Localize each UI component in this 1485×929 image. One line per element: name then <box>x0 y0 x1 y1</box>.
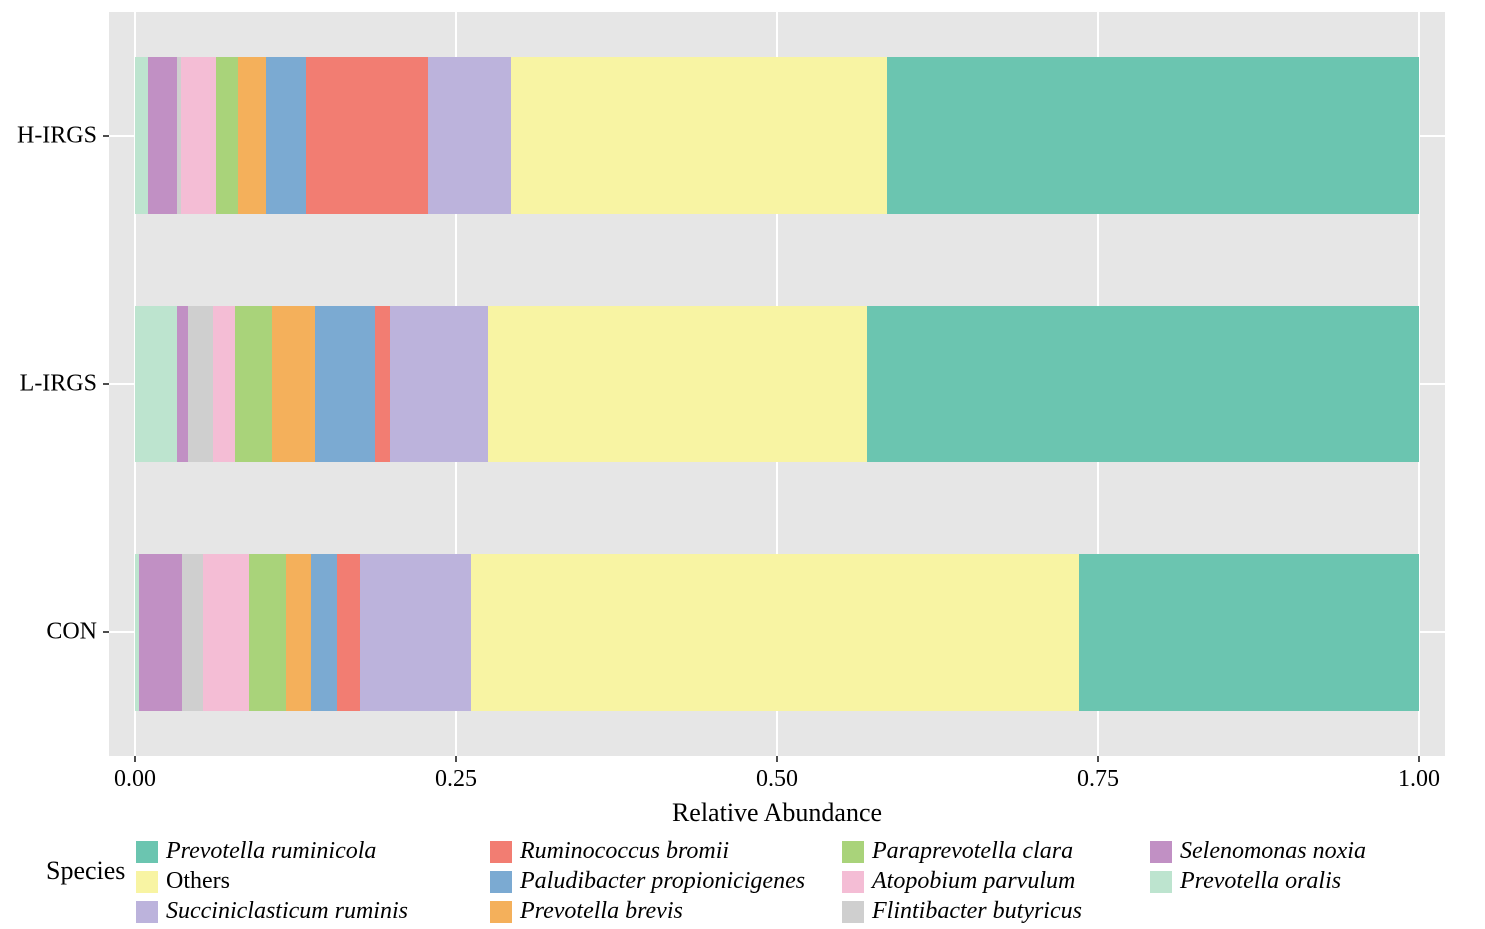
legend-swatch <box>1150 871 1172 893</box>
y-tick <box>103 135 109 137</box>
legend-swatch <box>842 901 864 923</box>
x-tick <box>1418 756 1420 762</box>
bar-segment <box>337 554 360 710</box>
x-tick-label: 0.00 <box>114 766 156 793</box>
bar-segment <box>390 306 488 462</box>
legend-swatch <box>136 901 158 923</box>
legend-label: Prevotella oralis <box>1180 868 1341 895</box>
bar-segment <box>188 306 214 462</box>
bar-segment <box>213 306 235 462</box>
x-tick-label: 1.00 <box>1398 766 1440 793</box>
legend-swatch <box>490 901 512 923</box>
bar-segment <box>238 57 266 213</box>
y-tick <box>103 631 109 633</box>
bar-segment <box>216 57 238 213</box>
legend-label: Flintibacter butyricus <box>872 898 1082 925</box>
bar-segment <box>315 306 375 462</box>
legend-swatch <box>136 841 158 863</box>
y-tick-label: L-IRGS <box>20 371 97 398</box>
legend-item: Prevotella ruminicola <box>136 838 376 865</box>
legend-label: Paludibacter propionicigenes <box>520 868 805 895</box>
legend-title: Species <box>46 856 125 886</box>
x-tick-label: 0.25 <box>435 766 477 793</box>
legend-swatch <box>490 841 512 863</box>
x-tick-label: 0.50 <box>756 766 798 793</box>
bar-segment <box>135 306 177 462</box>
bar-segment <box>311 554 337 710</box>
legend-label: Selenomonas noxia <box>1180 838 1366 865</box>
x-tick <box>776 756 778 762</box>
bar-segment <box>139 554 183 710</box>
x-tick <box>1097 756 1099 762</box>
bar-segment <box>306 57 428 213</box>
y-tick-label: H-IRGS <box>17 122 97 149</box>
x-axis-title: Relative Abundance <box>672 798 882 828</box>
legend-label: Ruminococcus bromii <box>520 838 729 865</box>
legend-swatch <box>490 871 512 893</box>
bar-segment <box>887 57 1419 213</box>
legend: Species Prevotella ruminicola Others Succi… <box>0 838 1485 928</box>
bar-row <box>135 57 1419 213</box>
legend-label: Paraprevotella clara <box>872 838 1073 865</box>
legend-label: Prevotella brevis <box>520 898 683 925</box>
legend-label: Others <box>166 868 230 895</box>
legend-swatch <box>842 871 864 893</box>
legend-item: Others <box>136 868 230 895</box>
x-tick-label: 0.75 <box>1077 766 1119 793</box>
bar-segment <box>177 306 187 462</box>
x-tick <box>455 756 457 762</box>
legend-swatch <box>842 841 864 863</box>
y-tick-label: CON <box>46 619 97 646</box>
legend-item: Succiniclasticum ruminis <box>136 898 408 925</box>
bar-segment <box>511 57 887 213</box>
bar-segment <box>272 306 314 462</box>
bar-segment <box>488 306 867 462</box>
legend-swatch <box>1150 841 1172 863</box>
bar-row <box>135 554 1419 710</box>
bar-segment <box>360 554 472 710</box>
bar-row <box>135 306 1419 462</box>
bar-segment <box>249 554 286 710</box>
legend-item: Selenomonas noxia <box>1150 838 1366 865</box>
bar-segment <box>428 57 511 213</box>
bar-segment <box>471 554 1078 710</box>
bar-segment <box>135 57 148 213</box>
x-tick <box>134 756 136 762</box>
bar-segment <box>375 306 390 462</box>
legend-swatch <box>136 871 158 893</box>
legend-item: Paludibacter propionicigenes <box>490 868 805 895</box>
bar-segment <box>235 306 272 462</box>
legend-item: Flintibacter butyricus <box>842 898 1082 925</box>
legend-item: Prevotella oralis <box>1150 868 1341 895</box>
legend-label: Succiniclasticum ruminis <box>166 898 408 925</box>
bar-segment <box>867 306 1419 462</box>
bar-segment <box>266 57 306 213</box>
bar-segment <box>148 57 178 213</box>
y-tick <box>103 383 109 385</box>
bar-segment <box>181 57 216 213</box>
relative-abundance-chart: H-IRGS L-IRGS CON 0.00 0.25 0.50 0.75 1.00 Rel… <box>0 0 1485 929</box>
legend-item: Paraprevotella clara <box>842 838 1073 865</box>
bar-segment <box>286 554 310 710</box>
legend-label: Prevotella ruminicola <box>166 838 376 865</box>
legend-item: Atopobium parvulum <box>842 868 1075 895</box>
legend-label: Atopobium parvulum <box>872 868 1075 895</box>
legend-item: Prevotella brevis <box>490 898 683 925</box>
bar-segment <box>1079 554 1419 710</box>
bar-segment <box>203 554 249 710</box>
bar-segment <box>182 554 203 710</box>
legend-item: Ruminococcus bromii <box>490 838 729 865</box>
